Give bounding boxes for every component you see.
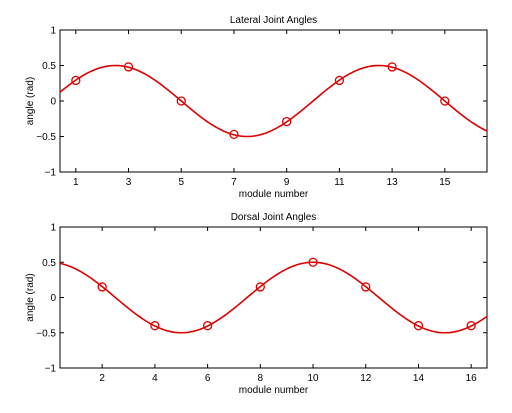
lateral-xtick-label: 1 <box>73 177 79 188</box>
lateral-title: Lateral Joint Angles <box>230 15 317 26</box>
dorsal-ytick-label: 0 <box>50 293 56 304</box>
lateral-xtick-label: 13 <box>387 177 399 188</box>
dorsal-data-point <box>413 321 424 331</box>
lateral-plot: Lateral Joint Angles−1−0.500.511 3 5 7 9 11 13… <box>25 15 488 200</box>
dorsal-data-point <box>97 282 107 292</box>
dorsal-data-point <box>150 321 160 331</box>
lateral-xtick-label: 9 <box>284 177 290 188</box>
dorsal-xtick-label: 8 <box>258 373 264 384</box>
dorsal-xtick-label: 4 <box>152 373 158 384</box>
lateral-data-point <box>440 96 450 106</box>
lateral-series-line <box>59 64 488 138</box>
lateral-ytick-label: −0.5 <box>36 132 56 143</box>
lateral-data-point <box>123 62 134 72</box>
dorsal-xtick-label: 14 <box>413 373 425 384</box>
lateral-xtick-label: 3 <box>126 177 132 188</box>
dorsal-ytick-label: 0.5 <box>42 258 56 269</box>
lateral-xtick-label: 15 <box>439 177 451 188</box>
dorsal-ytick-label: −0.5 <box>36 328 56 339</box>
dorsal-ylabel: angle (rad) <box>25 273 36 321</box>
dorsal-xtick-label: 6 <box>205 373 211 384</box>
dorsal-data-point <box>255 282 265 292</box>
lateral-xtick-label: 11 <box>334 177 345 188</box>
dorsal-ytick-label: 1 <box>50 223 56 234</box>
dorsal-data-point <box>466 321 476 331</box>
dorsal-xtick-label: 16 <box>466 373 478 384</box>
dorsal-xlabel: module number <box>239 385 309 396</box>
lateral-data-point <box>334 75 345 86</box>
dorsal-data-point <box>361 282 371 292</box>
dorsal-ytick-label: −1 <box>45 364 57 375</box>
dorsal-title: Dorsal Joint Angles <box>231 212 317 223</box>
lateral-xtick-label: 5 <box>178 177 184 188</box>
dorsal-xtick-label: 10 <box>307 373 319 384</box>
dorsal-data-point <box>202 321 213 331</box>
lateral-axes-box <box>59 29 488 173</box>
lateral-ytick-label: 0.5 <box>42 61 56 72</box>
lateral-xlabel: module number <box>239 189 309 200</box>
lateral-data-point <box>71 75 81 86</box>
lateral-ylabel: angle (rad) <box>25 77 36 125</box>
lateral-data-point <box>387 62 397 72</box>
dorsal-axes-box <box>59 226 488 369</box>
dorsal-series-line <box>59 261 488 334</box>
dorsal-data-point <box>308 257 318 267</box>
lateral-data-point <box>229 129 239 140</box>
lateral-ytick-label: 0 <box>50 97 56 108</box>
lateral-data-point <box>282 116 292 127</box>
lateral-ytick-label: 1 <box>50 26 56 37</box>
dorsal-xtick-label: 12 <box>360 373 372 384</box>
lateral-ytick-label: −1 <box>45 168 57 179</box>
dorsal-plot: Dorsal Joint Angles−1−0.500.512 4 6 8 10 12 14… <box>25 212 488 396</box>
lateral-data-point <box>176 96 186 106</box>
dorsal-xtick-label: 2 <box>99 373 105 384</box>
lateral-xtick-label: 7 <box>231 177 237 188</box>
